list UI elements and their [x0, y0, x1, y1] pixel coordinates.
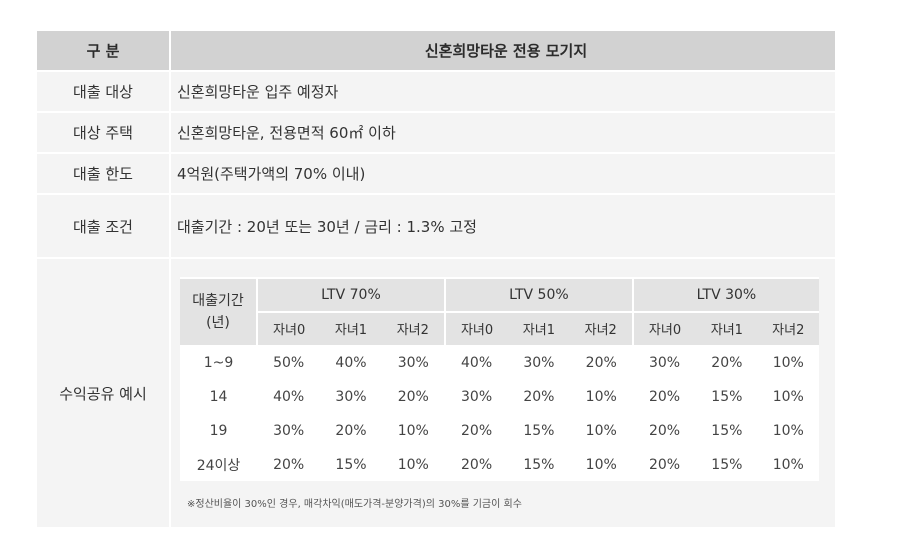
ratio-cell: 20%: [444, 412, 509, 448]
period-cell: 19: [180, 412, 257, 448]
ratio-cell: 20%: [508, 378, 570, 414]
child-count-header: 자녀1: [320, 310, 382, 346]
ratio-cell: 40%: [320, 344, 382, 380]
header-category: 구 분: [37, 31, 171, 71]
period-cell: 14: [180, 378, 257, 414]
mortgage-info-table: 구 분 신혼희망타운 전용 모기지 대출 대상 신혼희망타운 입주 예정자 대상…: [37, 31, 835, 527]
table-row: 19 30% 20% 10% 20% 15% 10% 20% 15% 10%: [180, 412, 819, 448]
ratio-cell: 20%: [569, 344, 633, 380]
child-count-header: 자녀0: [255, 310, 321, 346]
child-count-header: 자녀2: [757, 310, 819, 346]
child-count-header: 자녀1: [696, 310, 758, 346]
ltv-group-header: LTV 30%: [631, 276, 819, 312]
ratio-cell: 15%: [696, 412, 758, 448]
ratio-cell: 10%: [381, 412, 445, 448]
ratio-cell: 15%: [696, 446, 758, 481]
sub-header-row: 자녀0 자녀1 자녀2 자녀0 자녀1 자녀2 자녀0 자녀1 자녀2: [180, 310, 819, 346]
ratio-cell: 20%: [696, 344, 758, 380]
child-count-header: 자녀0: [631, 310, 697, 346]
period-header: 대출기간 (년): [180, 276, 258, 346]
table-row: 24이상 20% 15% 10% 20% 15% 10% 20% 15% 10%: [180, 446, 819, 481]
ratio-cell: 10%: [569, 446, 633, 481]
header-title: 신혼희망타운 전용 모기지: [170, 31, 835, 71]
period-cell: 1~9: [180, 344, 257, 380]
footnote: ※정산비율이 30%인 경우, 매각차익(매도가격-분양가격)의 30%를 기금…: [187, 498, 522, 510]
ratio-cell: 40%: [444, 344, 509, 380]
profit-share-table: 대출기간 (년) LTV 70% LTV 50% LTV 30% 자녀0 자녀1…: [180, 276, 819, 481]
row-loan-limit: 대출 한도 4억원(주택가액의 70% 이내): [37, 152, 835, 194]
ltv-group-header: LTV 70%: [256, 276, 445, 312]
row-label: 대출 대상: [37, 70, 171, 112]
ratio-cell: 10%: [757, 378, 819, 414]
ratio-cell: 10%: [757, 446, 819, 481]
profit-share-cell: 대출기간 (년) LTV 70% LTV 50% LTV 30% 자녀0 자녀1…: [170, 257, 835, 527]
ratio-cell: 40%: [257, 378, 321, 414]
ratio-cell: 30%: [444, 378, 509, 414]
row-value: 4억원(주택가액의 70% 이내): [170, 152, 835, 194]
ratio-cell: 15%: [508, 412, 570, 448]
row-loan-target: 대출 대상 신혼희망타운 입주 예정자: [37, 70, 835, 112]
child-count-header: 자녀0: [443, 310, 509, 346]
ratio-cell: 10%: [757, 344, 819, 380]
ratio-cell: 15%: [508, 446, 570, 481]
ratio-cell: 20%: [381, 378, 445, 414]
ratio-cell: 10%: [757, 412, 819, 448]
ratio-cell: 10%: [569, 378, 633, 414]
ratio-cell: 15%: [696, 378, 758, 414]
ratio-cell: 50%: [257, 344, 321, 380]
child-count-header: 자녀2: [569, 310, 633, 346]
ratio-cell: 30%: [320, 378, 382, 414]
row-value: 신혼희망타운, 전용면적 60㎡ 이하: [170, 111, 835, 153]
ratio-cell: 20%: [632, 446, 697, 481]
ltv-group-header: LTV 50%: [443, 276, 633, 312]
row-label: 대상 주택: [37, 111, 171, 153]
table-row: 14 40% 30% 20% 30% 20% 10% 20% 15% 10%: [180, 378, 819, 414]
ratio-cell: 30%: [257, 412, 321, 448]
ratio-cell: 20%: [632, 378, 697, 414]
row-label: 대출 조건: [37, 193, 171, 258]
table-row: 1~9 50% 40% 30% 40% 30% 20% 30% 20% 10%: [180, 344, 819, 380]
row-label: 수익공유 예시: [37, 257, 171, 527]
group-header-row: 대출기간 (년) LTV 70% LTV 50% LTV 30%: [180, 276, 819, 346]
ratio-cell: 10%: [381, 446, 445, 481]
ratio-cell: 10%: [569, 412, 633, 448]
child-count-header: 자녀1: [508, 310, 570, 346]
ratio-cell: 20%: [320, 412, 382, 448]
row-value: 신혼희망타운 입주 예정자: [170, 70, 835, 112]
ratio-cell: 20%: [632, 412, 697, 448]
child-count-header: 자녀2: [381, 310, 445, 346]
ratio-cell: 15%: [320, 446, 382, 481]
row-value: 대출기간 : 20년 또는 30년 / 금리 : 1.3% 고정: [170, 193, 835, 258]
row-profit-share: 수익공유 예시 대출기간 (년) LTV 70% LTV 50% LTV 30%…: [37, 257, 835, 527]
ratio-cell: 20%: [257, 446, 321, 481]
row-label: 대출 한도: [37, 152, 171, 194]
row-loan-conditions: 대출 조건 대출기간 : 20년 또는 30년 / 금리 : 1.3% 고정: [37, 193, 835, 258]
period-cell: 24이상: [180, 446, 257, 481]
row-target-housing: 대상 주택 신혼희망타운, 전용면적 60㎡ 이하: [37, 111, 835, 153]
header-row: 구 분 신혼희망타운 전용 모기지: [37, 31, 835, 71]
ratio-cell: 20%: [444, 446, 509, 481]
ratio-cell: 30%: [381, 344, 445, 380]
ratio-cell: 30%: [632, 344, 697, 380]
ratio-cell: 30%: [508, 344, 570, 380]
